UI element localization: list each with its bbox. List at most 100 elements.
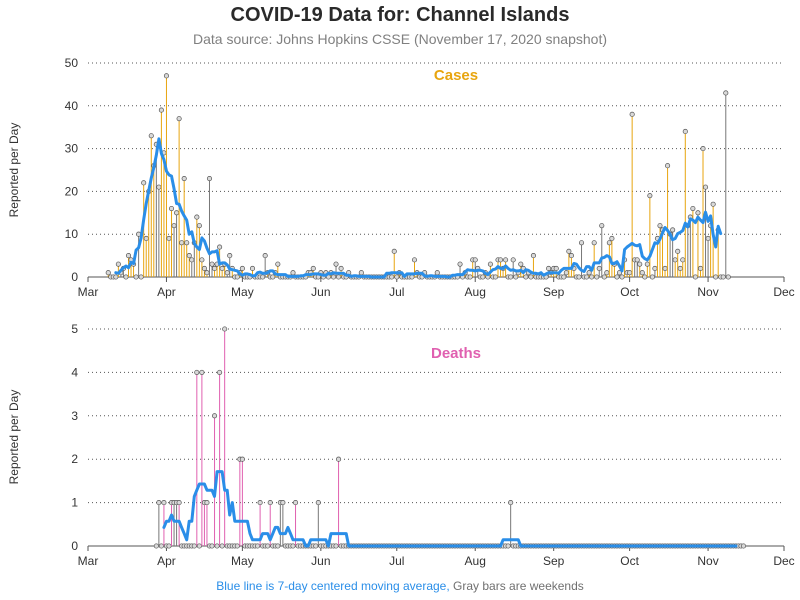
bar-point — [647, 193, 653, 199]
y-tick-label: 20 — [65, 184, 79, 198]
bar-point — [123, 274, 129, 280]
bar-point — [310, 265, 316, 271]
bar-point — [290, 270, 296, 276]
bar-point — [576, 274, 582, 280]
bar-point — [336, 456, 342, 462]
x-tick-label: Aug — [465, 554, 486, 568]
bar-point — [513, 274, 519, 280]
y-tick-label: 0 — [71, 539, 78, 553]
bar-point — [196, 543, 202, 549]
bar-point — [505, 543, 511, 549]
bar-point — [115, 261, 121, 267]
bar-point — [148, 133, 154, 139]
bar-point — [566, 248, 572, 254]
footnote-weekend-note: Gray bars are weekends — [453, 579, 584, 593]
bar-point — [313, 543, 319, 549]
bar-point — [675, 248, 681, 254]
bar-point — [492, 274, 499, 280]
y-tick-label: 40 — [65, 99, 79, 113]
x-tick-label: Sep — [543, 554, 565, 568]
bar-point — [614, 274, 620, 280]
bar-point — [333, 261, 339, 267]
bar-point — [596, 265, 602, 271]
bar-point — [315, 500, 321, 506]
moving-average-line — [114, 137, 723, 279]
bar-point — [156, 184, 162, 190]
bar-point — [692, 274, 698, 280]
bar-point — [153, 543, 159, 549]
bar-point — [199, 369, 205, 375]
x-tick-label: Mar — [78, 285, 99, 299]
bar-point — [725, 274, 731, 280]
y-tick-label: 5 — [71, 322, 78, 336]
bar-point — [467, 274, 473, 280]
bar-point — [599, 223, 605, 229]
bar-point — [639, 270, 645, 276]
bar-point — [700, 146, 706, 152]
bar-point — [480, 274, 486, 280]
bar-point — [176, 116, 182, 122]
bar-point — [697, 265, 704, 271]
x-tick-label: Mar — [78, 554, 99, 568]
bar-point — [601, 274, 607, 280]
bar-point — [553, 265, 559, 271]
y-tick-label: 2 — [71, 452, 78, 466]
bar-point — [530, 253, 536, 259]
y-axis-label: Reported per Day — [7, 123, 21, 218]
bar-point — [586, 270, 592, 276]
bar-point — [280, 500, 286, 506]
bar-point — [191, 543, 197, 549]
bar-point — [705, 235, 711, 242]
x-tick-label: Apr — [157, 285, 176, 299]
bar-point — [158, 543, 164, 549]
x-tick-label: Nov — [697, 285, 718, 299]
page-title: COVID-19 Data for: Channel Islands — [230, 4, 570, 26]
bar-point — [394, 274, 400, 280]
bar-point — [472, 257, 478, 263]
bar-point — [249, 265, 256, 271]
bar-point — [713, 274, 719, 280]
bar-point — [720, 274, 726, 280]
bar-point — [591, 240, 597, 246]
panel-title: Deaths — [431, 345, 481, 362]
y-tick-label: 10 — [65, 227, 79, 241]
bar-point — [211, 265, 218, 271]
bar-point — [497, 257, 504, 263]
bar-point — [682, 128, 688, 135]
x-tick-label: Jun — [311, 554, 330, 568]
bar-point — [204, 270, 210, 276]
bar-point — [409, 274, 415, 280]
bar-point — [508, 500, 514, 506]
bar-point — [217, 244, 223, 250]
bar-point — [609, 235, 615, 242]
moving-average-line — [162, 470, 738, 548]
bar-point — [211, 413, 218, 419]
deaths-panel: 0 1 2 3 4 5 Mar Apr May Jun Jul Aug Sep Oct Nov Dec Repo… — [7, 322, 795, 568]
bar-point — [434, 270, 440, 276]
bar-point — [214, 543, 220, 549]
x-tick-label: Jun — [311, 285, 330, 299]
bar-point — [166, 543, 172, 549]
bar-point — [234, 274, 240, 280]
bar-point — [518, 261, 524, 267]
y-tick-label: 1 — [71, 496, 78, 510]
x-tick-label: Sep — [543, 285, 565, 299]
bar-point — [561, 274, 567, 280]
bar-point — [219, 543, 225, 549]
y-tick-label: 3 — [71, 409, 78, 423]
bar-point — [702, 184, 709, 190]
bar-point — [629, 111, 635, 117]
bar-point — [290, 543, 296, 549]
bar-point — [265, 543, 271, 549]
bar-point — [227, 253, 233, 259]
bar-point — [262, 253, 268, 259]
page-subtitle: Data source: Johns Hopkins CSSE (Novembe… — [193, 31, 607, 47]
bar-point — [665, 163, 671, 169]
bar-point — [156, 500, 162, 506]
y-tick-label: 50 — [65, 56, 79, 70]
bar-point — [204, 500, 210, 506]
bar-point — [143, 235, 149, 242]
bar-point — [710, 201, 716, 207]
footnote-average-note: Blue line is 7-day centered moving avera… — [216, 579, 450, 593]
bar-point — [105, 270, 111, 276]
